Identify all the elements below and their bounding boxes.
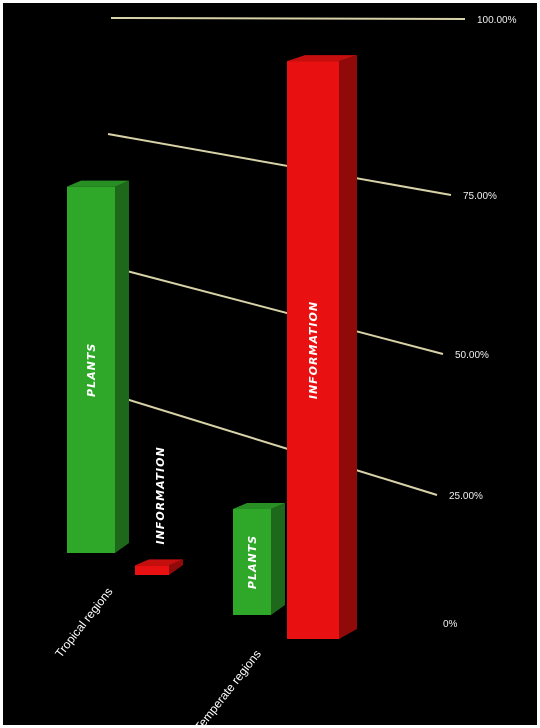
y-tick-label: 75.00% xyxy=(463,191,497,202)
bar-top xyxy=(233,502,285,509)
bar xyxy=(233,502,285,615)
bar-top xyxy=(135,559,183,566)
bar-side xyxy=(169,559,183,575)
category-label: Tropical regions xyxy=(52,585,115,661)
bar-face xyxy=(135,565,169,575)
y-tick-label: 25.00% xyxy=(449,491,483,502)
gridline xyxy=(99,390,438,496)
y-tick-label: 0% xyxy=(443,619,458,630)
bar-label: PLANTS xyxy=(85,343,98,397)
bar-top xyxy=(67,180,129,187)
chart-area: 0% 25.00% 50.00% 75.00% 100.00% PLANTS INFORM… xyxy=(3,3,537,725)
bar-chart: 0% 25.00% 50.00% 75.00% 100.00% PLANTS INFORM… xyxy=(52,15,517,725)
bar-top xyxy=(287,55,357,62)
y-tick-label: 50.00% xyxy=(455,350,489,361)
bar xyxy=(135,559,183,575)
bar-layer: PLANTS INFORMATION PLANTS INFORMATION xyxy=(67,55,357,639)
bar xyxy=(287,55,357,639)
bar-side xyxy=(271,502,285,615)
y-tick-layer: 0% 25.00% 50.00% 75.00% 100.00% xyxy=(443,15,517,630)
bar-label: PLANTS xyxy=(246,535,259,589)
category-label-layer: Tropical regions Temperate regions xyxy=(52,585,264,725)
bar-face xyxy=(67,186,115,553)
bar-face xyxy=(287,61,339,639)
bar xyxy=(67,180,129,553)
grid-layer xyxy=(99,17,466,496)
bar-face xyxy=(233,508,271,615)
category-label: Temperate regions xyxy=(192,647,264,725)
bar-side xyxy=(115,180,129,553)
bar-label: INFORMATION xyxy=(307,301,320,399)
y-tick-label: 100.00% xyxy=(477,15,517,26)
gridline xyxy=(103,264,444,355)
bar-side xyxy=(339,55,357,639)
bar-label: INFORMATION xyxy=(154,446,167,544)
gridline xyxy=(110,17,466,20)
gridline xyxy=(107,133,452,196)
